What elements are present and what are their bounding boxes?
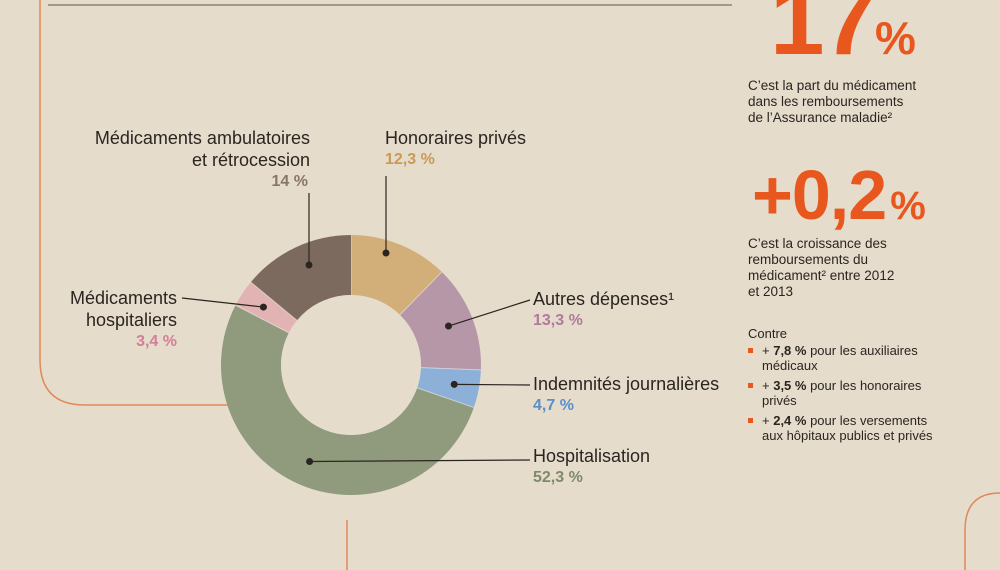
leader-line	[454, 383, 531, 386]
label-value: 3,4 %	[136, 333, 177, 350]
slice-hospitalisation	[220, 305, 474, 496]
slice-separator	[416, 387, 475, 408]
label-medicaments-hospitaliers: Médicaments hospitaliers 3,4 %	[40, 287, 177, 353]
label-name: Honoraires privés	[385, 128, 527, 148]
right-frame-curve	[964, 492, 1000, 570]
contre-heading: Contre	[748, 326, 788, 341]
slice-separator	[399, 271, 443, 316]
label-name: hospitaliers	[85, 310, 177, 330]
left-frame-curve	[39, 0, 235, 406]
label-value: 13,3 %	[533, 312, 583, 329]
label-hospitalisation: Hospitalisation 52,3 %	[533, 445, 650, 489]
leader-lines	[181, 176, 531, 465]
contre-list: Contre + 7,8 % pour les auxiliaires médi…	[748, 326, 988, 448]
label-autres-depenses: Autres dépenses¹ 13,3 %	[533, 288, 674, 332]
label-name: et rétrocession	[191, 150, 310, 170]
item-prefix: +	[762, 412, 774, 428]
item-text: privés	[762, 393, 797, 408]
stat2-unit: %	[890, 184, 926, 228]
label-name: Indemnités journalières	[533, 374, 720, 394]
label-name: Médicaments ambulatoires	[94, 128, 310, 148]
donut-hole	[281, 295, 421, 435]
bullet-square-icon	[748, 382, 753, 388]
stat2-description: C’est la croissance des remboursements d…	[748, 236, 894, 300]
item-text: pour les honoraires	[806, 377, 922, 393]
desc-line: remboursements du	[748, 252, 869, 267]
item-prefix: +	[762, 342, 774, 358]
leader-line	[448, 299, 531, 327]
label-medicaments-ambulatoires: Médicaments ambulatoires et rétrocession…	[70, 127, 310, 193]
slice-ij	[417, 367, 481, 408]
slice-separator	[250, 281, 298, 321]
slice-autres	[399, 271, 481, 370]
item-text: pour les auxiliaires	[806, 342, 918, 358]
stat1-figure: 17%	[770, 0, 916, 88]
contre-item: + 3,5 % pour les honoraires privés	[748, 378, 988, 409]
desc-line: et 2013	[748, 284, 794, 299]
item-value: 3,5 %	[773, 377, 807, 393]
stat2-value: +0,2	[752, 156, 887, 234]
desc-line: C’est la part du médicament	[748, 78, 917, 93]
item-value: 2,4 %	[773, 412, 807, 428]
label-value: 4,7 %	[533, 397, 574, 414]
donut-slices	[220, 235, 481, 496]
label-name: Médicaments	[69, 288, 177, 308]
contre-item: + 7,8 % pour les auxiliaires médicaux	[748, 343, 988, 374]
slice-honoraires	[351, 235, 442, 315]
label-value: 12,3 %	[385, 151, 435, 168]
slice-separator	[420, 367, 481, 371]
item-text: pour les versements	[806, 412, 928, 428]
label-name: Hospitalisation	[533, 446, 651, 466]
stat1-unit: %	[875, 12, 916, 64]
contre-item: + 2,4 % pour les versements aux hôpitaux…	[748, 413, 988, 444]
leader-line	[309, 459, 531, 463]
item-text: aux hôpitaux publics et privés	[762, 428, 933, 443]
label-value: 52,3 %	[533, 469, 583, 486]
stat1-value: 17	[770, 0, 877, 75]
label-name: Autres dépenses¹	[533, 289, 675, 309]
desc-line: médicament² entre 2012	[748, 268, 895, 283]
desc-line: de l’Assurance maladie²	[748, 110, 893, 125]
item-value: 7,8 %	[773, 342, 807, 358]
bullet-square-icon	[748, 417, 753, 423]
label-value: 14 %	[271, 173, 308, 190]
desc-line: dans les remboursements	[748, 94, 904, 109]
item-prefix: +	[762, 377, 774, 393]
bullet-square-icon	[748, 347, 753, 353]
slice-separator	[235, 304, 290, 334]
desc-line: C’est la croissance des	[748, 236, 887, 251]
stat2-figure: +0,2%	[752, 158, 926, 243]
leader-line	[181, 297, 264, 308]
label-indemnites-journalieres: Indemnités journalières 4,7 %	[533, 373, 719, 417]
slice-med-ambulatoires	[250, 235, 351, 321]
label-honoraires-prives: Honoraires privés 12,3 %	[385, 127, 526, 171]
item-text: médicaux	[762, 358, 818, 373]
stat1-description: C’est la part du médicament dans les rem…	[748, 78, 916, 126]
